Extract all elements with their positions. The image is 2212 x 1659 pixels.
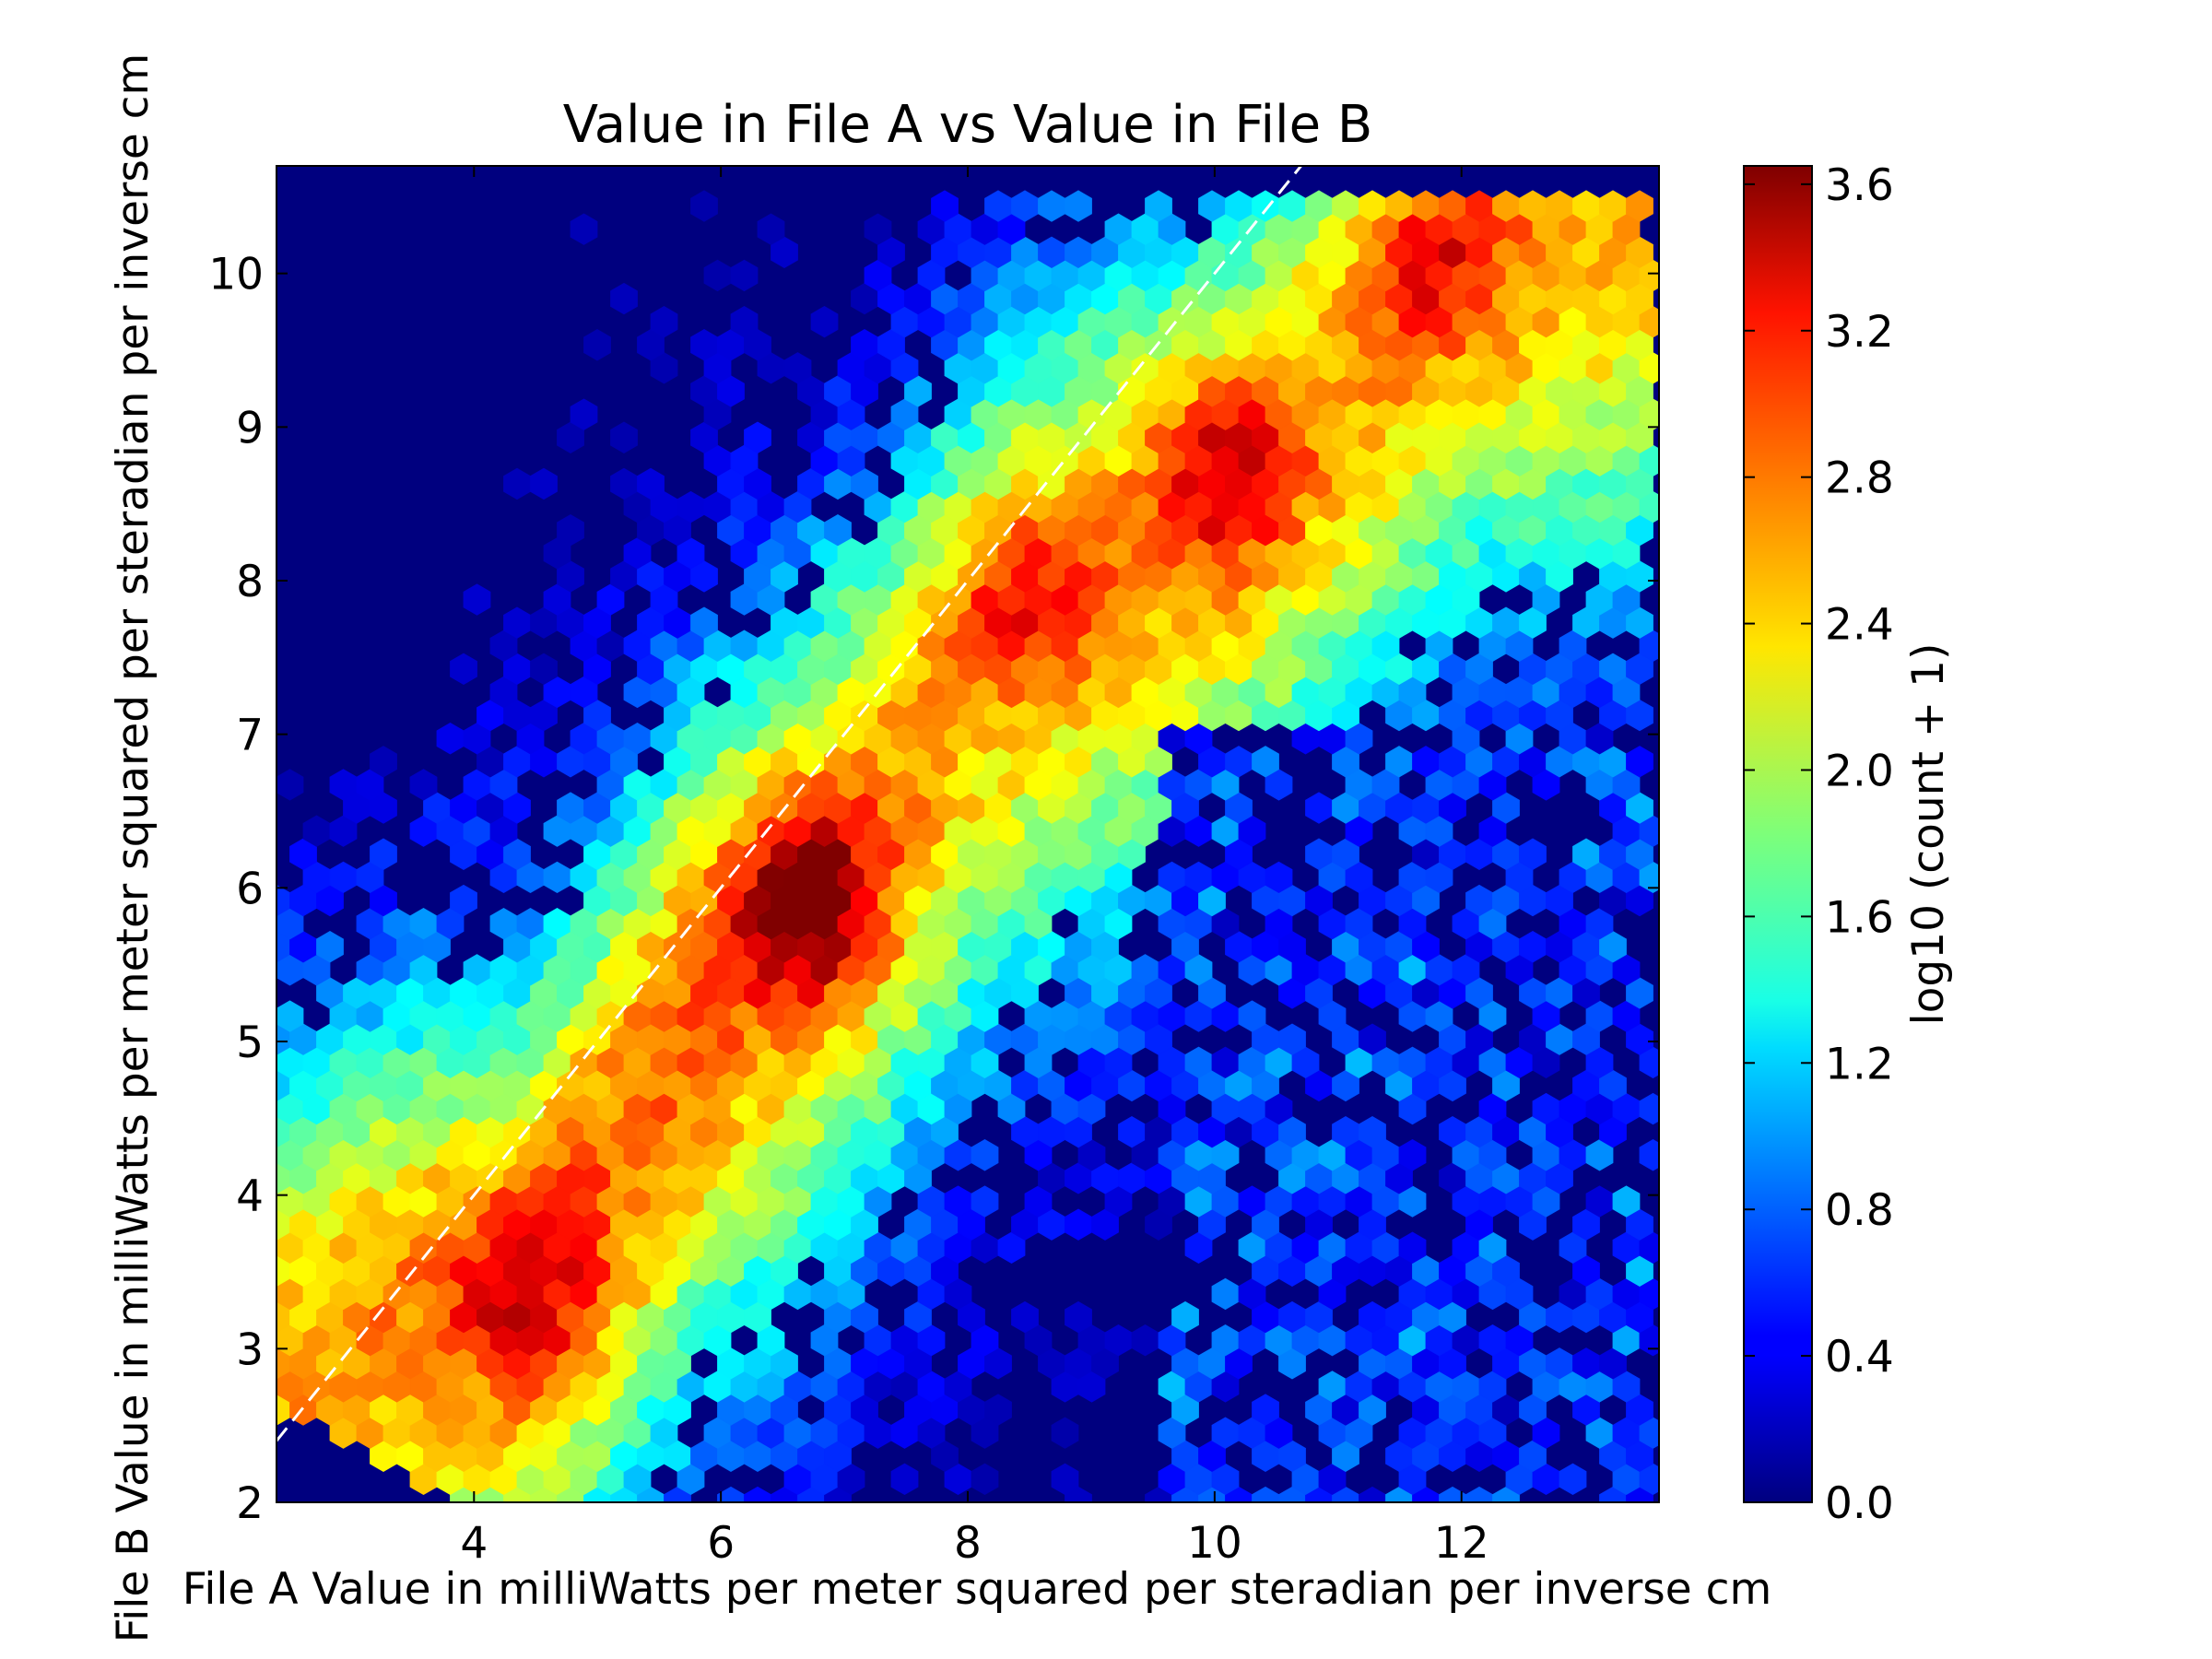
hexbin-cell — [530, 467, 558, 500]
colorbar-tick-label: 3.6 — [1825, 160, 1894, 211]
hexbin-cell — [1398, 1139, 1427, 1171]
hexbin-cell — [1519, 838, 1547, 870]
hexbin-cell — [690, 190, 718, 222]
hexbin-cell — [890, 1463, 919, 1496]
hexbin-cell — [971, 1139, 999, 1171]
y-axis-ticks: 2 3 4 5 6 7 8 9 10 — [208, 250, 1659, 1529]
colorbar-tick-label: 0.0 — [1825, 1478, 1894, 1529]
hexbin-cell — [757, 213, 785, 245]
y-tick-label: 8 — [236, 557, 264, 607]
colorbar-tick-label: 3.2 — [1825, 307, 1894, 358]
hexbin-cell — [864, 213, 892, 245]
hexbin-cell — [650, 305, 678, 338]
hexbin-cell — [570, 213, 598, 245]
hexbin-cell — [370, 746, 397, 778]
hexbin-cell — [1252, 1394, 1279, 1426]
colorbar-ticks: 0.0 0.4 0.8 1.2 1.6 2.0 2.4 2.8 3.2 3.6 — [1744, 160, 1894, 1529]
hexbin-cell — [931, 190, 959, 222]
colorbar-label: log10 (count + 1) — [1903, 643, 1954, 1026]
x-tick-label: 8 — [954, 1518, 982, 1569]
hexbin-cell — [690, 606, 718, 639]
hexbin-cell — [1065, 190, 1092, 222]
hexbin-cell — [1359, 1115, 1386, 1148]
hexbin-cell — [1265, 861, 1293, 894]
y-tick-label: 2 — [236, 1478, 264, 1529]
y-axis-label: File B Value in milliWatts per meter squ… — [108, 53, 159, 1643]
hexbin-cell — [610, 421, 638, 453]
hexbin-cell — [1252, 746, 1279, 778]
hexbin-cell — [276, 769, 304, 801]
x-tick-label: 4 — [460, 1518, 488, 1569]
colorbar-tick-label: 0.8 — [1825, 1185, 1894, 1236]
hexbin-cell — [1626, 746, 1653, 778]
hexbin-cell — [1559, 1463, 1587, 1496]
hexbin-cell — [971, 1185, 999, 1218]
hexbin-cell — [583, 329, 611, 361]
hexbin-cell — [557, 513, 584, 547]
hexbin-cell — [610, 282, 638, 315]
hexbin-cell — [1398, 1231, 1427, 1264]
hexbin-cell — [316, 931, 344, 963]
hexbin-cell — [1011, 1300, 1039, 1334]
x-tick-label: 10 — [1187, 1518, 1242, 1569]
hexbin-cell — [824, 513, 852, 547]
colorbar-tick-label: 2.4 — [1825, 600, 1894, 651]
hexbin-cell — [984, 1394, 1012, 1426]
y-tick-label: 5 — [236, 1018, 264, 1068]
y-tick-label: 6 — [236, 864, 264, 914]
colorbar-tick-label: 2.0 — [1825, 746, 1894, 796]
hexbin-cell — [1145, 190, 1172, 222]
colorbar-tick-label: 0.4 — [1825, 1332, 1894, 1382]
hexbin-cell — [1051, 1417, 1079, 1449]
colorbar-tick-label: 1.2 — [1825, 1039, 1894, 1089]
hexbin-cell — [450, 653, 477, 686]
hexbin-cell — [530, 653, 558, 686]
plot-area: 4 6 8 10 12 2 3 4 5 6 7 8 9 10 — [208, 165, 1660, 1569]
hexbin-cell — [730, 259, 759, 292]
y-tick-label: 4 — [236, 1171, 264, 1222]
colorbar: 0.0 0.4 0.8 1.2 1.6 2.0 2.4 2.8 3.2 3.6 log10 (co… — [1743, 160, 1954, 1529]
hexbin-cell — [783, 352, 812, 384]
hexbin-cell — [1359, 1023, 1386, 1055]
hexbin-cell — [1065, 1300, 1092, 1334]
colorbar-tick-label: 1.6 — [1825, 892, 1894, 943]
colorbar-tick-label: 2.8 — [1825, 453, 1894, 504]
hexbin-cell — [1612, 1185, 1641, 1218]
hexbin-cell — [276, 1000, 304, 1032]
hexbin-cell — [1278, 1023, 1306, 1055]
x-tick-label: 6 — [707, 1518, 735, 1569]
hexbin-cells — [276, 190, 1659, 1502]
x-tick-label: 12 — [1434, 1518, 1489, 1569]
hexbin-cell — [409, 769, 438, 801]
hexbin-cell — [463, 583, 491, 616]
x-axis-ticks: 4 6 8 10 12 — [460, 166, 1489, 1569]
hexbin-cell — [637, 467, 665, 500]
hexbin-cell — [810, 305, 839, 338]
hexbin-cell — [1639, 1139, 1659, 1171]
colorbar-gradient — [1743, 165, 1813, 1503]
hexbin-cell — [1639, 1092, 1659, 1125]
hexbin-cell — [730, 305, 759, 338]
y-tick-label: 10 — [208, 250, 264, 300]
hexbin-cell — [450, 884, 477, 917]
hexbin-cell — [744, 421, 771, 453]
y-tick-label: 9 — [236, 403, 264, 453]
hexbin-cell — [1626, 190, 1653, 222]
x-axis-label: File A Value in milliWatts per meter squ… — [182, 1564, 1772, 1615]
hexbin-cell — [570, 398, 598, 430]
hexbin-cell — [1238, 1000, 1266, 1032]
hexbin-cell — [1051, 1463, 1079, 1496]
hexbin-cell — [1171, 1300, 1199, 1334]
chart-title: Value in File A vs Value in File B — [563, 95, 1373, 155]
hexbin-cell — [971, 1463, 999, 1496]
y-tick-label: 3 — [236, 1324, 264, 1375]
y-tick-label: 7 — [236, 711, 264, 761]
hexbin-cell — [370, 838, 397, 870]
